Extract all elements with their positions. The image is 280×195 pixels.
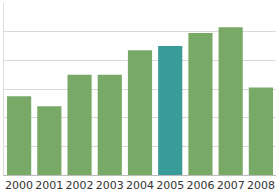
svg-text:2005: 2005 — [156, 179, 184, 192]
svg-text:2007: 2007 — [217, 179, 245, 192]
svg-text:2004: 2004 — [126, 179, 154, 192]
svg-text:2000: 2000 — [5, 179, 33, 192]
svg-text:2003: 2003 — [96, 179, 124, 192]
svg-text:2001: 2001 — [35, 179, 63, 192]
svg-text:2006: 2006 — [186, 179, 214, 192]
svg-text:2002: 2002 — [66, 179, 94, 192]
svg-text:2008: 2008 — [247, 179, 275, 192]
